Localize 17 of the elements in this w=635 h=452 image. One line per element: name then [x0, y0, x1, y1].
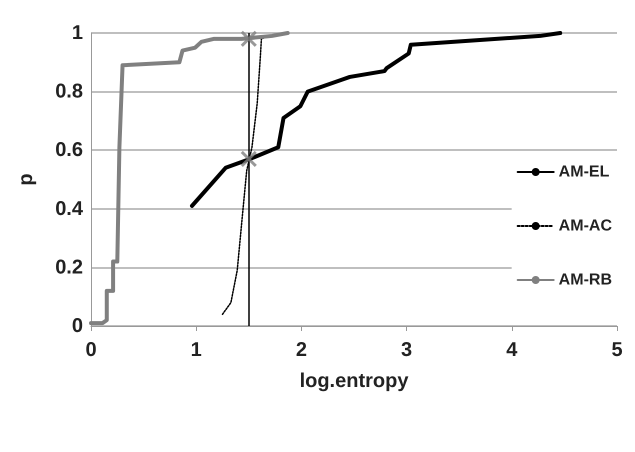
- x-tick-label: 5: [611, 339, 623, 361]
- x-tick-label: 2: [296, 339, 307, 361]
- y-tick-label: 0.8: [55, 80, 83, 103]
- y-tick-label: 0.4: [55, 198, 84, 220]
- legend-label: AM-AC: [558, 218, 612, 234]
- y-axis-title: p: [15, 173, 37, 186]
- x-tick-label: 4: [506, 339, 518, 361]
- legend-label: AM-RB: [558, 272, 612, 288]
- x-tick-label: 1: [190, 339, 202, 361]
- x-tick-label: 0: [85, 339, 97, 361]
- legend-label: AM-EL: [558, 164, 610, 180]
- y-tick-label: 0.6: [55, 139, 83, 162]
- y-tick-label: 0: [72, 315, 83, 337]
- x-tick-label: 3: [401, 339, 412, 361]
- y-tick-label: 0.2: [55, 256, 83, 278]
- y-tick-label: 1: [72, 22, 83, 44]
- x-axis-title: log.entropy: [300, 370, 410, 392]
